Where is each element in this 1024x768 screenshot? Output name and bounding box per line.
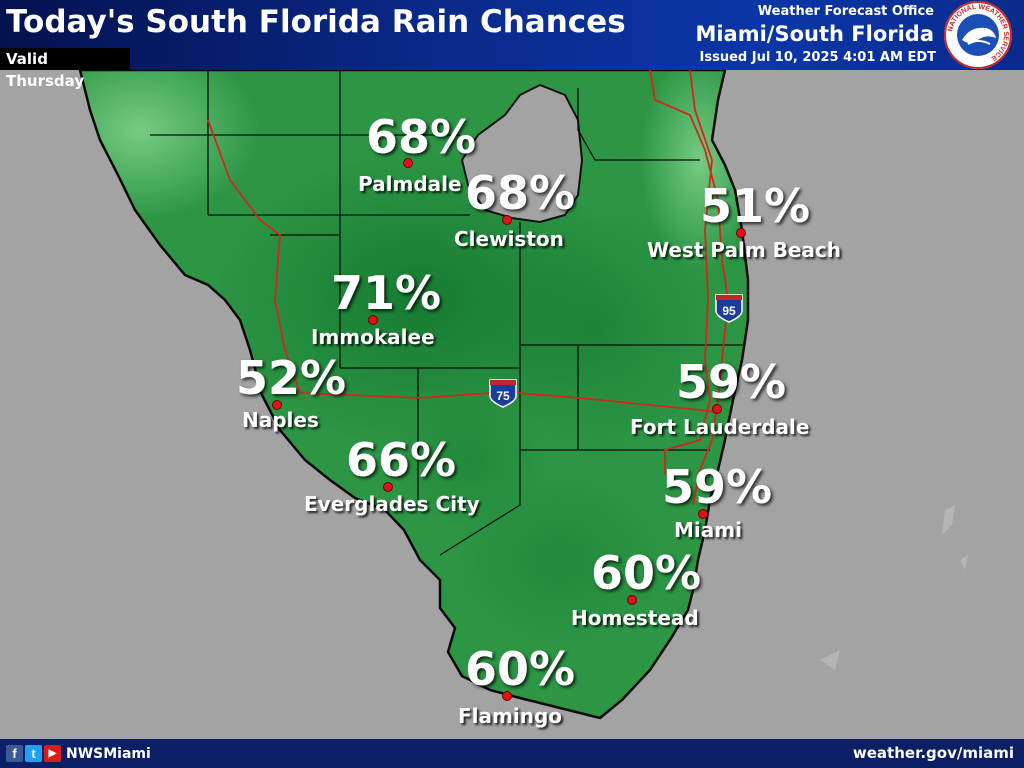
office-name: Miami/South Florida [695,22,934,46]
homestead-dot [627,595,637,605]
office-label: Weather Forecast Office [757,4,934,19]
west-palm-beach-chance: 51% [700,179,811,233]
header-bar: Today's South Florida Rain Chances Weath… [0,0,1024,70]
fort-lauderdale-name: Fort Lauderdale [630,415,810,439]
nws-logo-icon: NATIONAL WEATHER SERVICE [944,1,1012,69]
fort-lauderdale-chance: 59% [676,355,787,409]
highways [207,69,729,506]
miami-name: Miami [674,518,742,542]
facebook-icon[interactable]: f [6,745,23,762]
naples-chance: 52% [236,351,347,405]
i-95-label: 95 [722,304,736,318]
everglades-city-name: Everglades City [304,492,480,516]
flamingo-name: Flamingo [458,704,563,728]
valid-day: Valid Thursday [0,48,130,90]
palmdale-chance: 68% [366,110,477,164]
flamingo-dot [502,691,512,701]
homestead-chance: 60% [591,546,702,600]
keys-islands [820,505,968,670]
west-palm-beach-dot [736,228,746,238]
clewiston-dot [502,215,512,225]
naples-name: Naples [242,408,319,432]
immokalee-name: Immokalee [311,325,435,349]
social-handle[interactable]: NWSMiami [66,745,151,762]
naples-dot [272,400,282,410]
clewiston-name: Clewiston [454,227,564,251]
palmdale-name: Palmdale [358,172,462,196]
homestead-name: Homestead [571,606,699,630]
immokalee-dot [368,315,378,325]
flamingo-chance: 60% [465,642,576,696]
west-palm-beach-name: West Palm Beach [647,238,842,262]
i-75-label: 75 [496,389,510,403]
county-borders [150,70,745,556]
fort-lauderdale-dot [712,404,722,414]
issued-time: Issued Jul 10, 2025 4:01 AM EDT [699,50,936,65]
page-title: Today's South Florida Rain Chances [6,4,626,40]
i-95-route [649,69,729,506]
turnpike-route [664,69,713,475]
clewiston-chance: 68% [465,166,576,220]
everglades-city-dot [383,482,393,492]
i-75-route [207,119,717,413]
footer-bar: f t ▶ NWSMiami weather.gov/miami [0,739,1024,768]
interstate-shield-75: 75 [489,379,517,408]
social-links: f t ▶ NWSMiami [6,744,151,763]
youtube-icon[interactable]: ▶ [44,745,61,762]
miami-dot [698,509,708,519]
palmdale-dot [403,158,413,168]
twitter-icon[interactable]: t [25,745,42,762]
miami-chance: 59% [662,460,773,514]
interstate-shield-95: 95 [715,294,743,323]
website-link[interactable]: weather.gov/miami [852,744,1014,762]
immokalee-chance: 71% [331,266,442,320]
everglades-city-chance: 66% [346,433,457,487]
